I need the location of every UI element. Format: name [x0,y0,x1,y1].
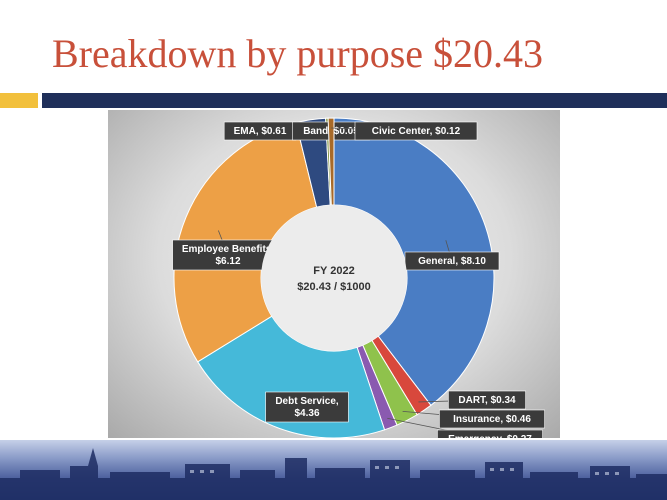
data-label-emergency: Emergency, $0.27 [448,434,532,438]
donut-chart-panel: General, $8.10 DART, $0.34 Insurance, $0.4… [108,110,560,438]
data-label-dart: DART, $0.34 [458,395,516,406]
donut-hole [261,205,407,351]
label-box-general [404,251,500,271]
data-label-employee-benefits: Employee Benefits, $6.12 [182,244,274,267]
label-box-emergency [437,429,543,438]
label-box-insurance [439,409,545,429]
data-label-insurance: Insurance, $0.46 [453,414,531,425]
center-label: FY 2022 $20.43 / $1000 [297,265,370,293]
donut-chart: General, $8.10 DART, $0.34 Insurance, $0.4… [172,117,545,438]
accent-bar-gold [0,93,38,108]
data-label-general: General, $8.10 [418,256,486,267]
skyline-graphic [0,448,667,500]
data-label-ema: EMA, $0.61 [234,126,287,137]
accent-bar-navy [42,93,667,108]
label-box-civic-center [354,121,478,141]
data-label-civic-center: Civic Center, $0.12 [372,126,461,137]
label-box-debt-service [265,391,349,423]
slide-title: Breakdown by purpose $20.43 [52,31,544,76]
city-skyline-image [0,440,667,500]
data-label-debt-service: Debt Service, $4.36 [275,396,339,419]
label-box-dart [448,390,526,410]
